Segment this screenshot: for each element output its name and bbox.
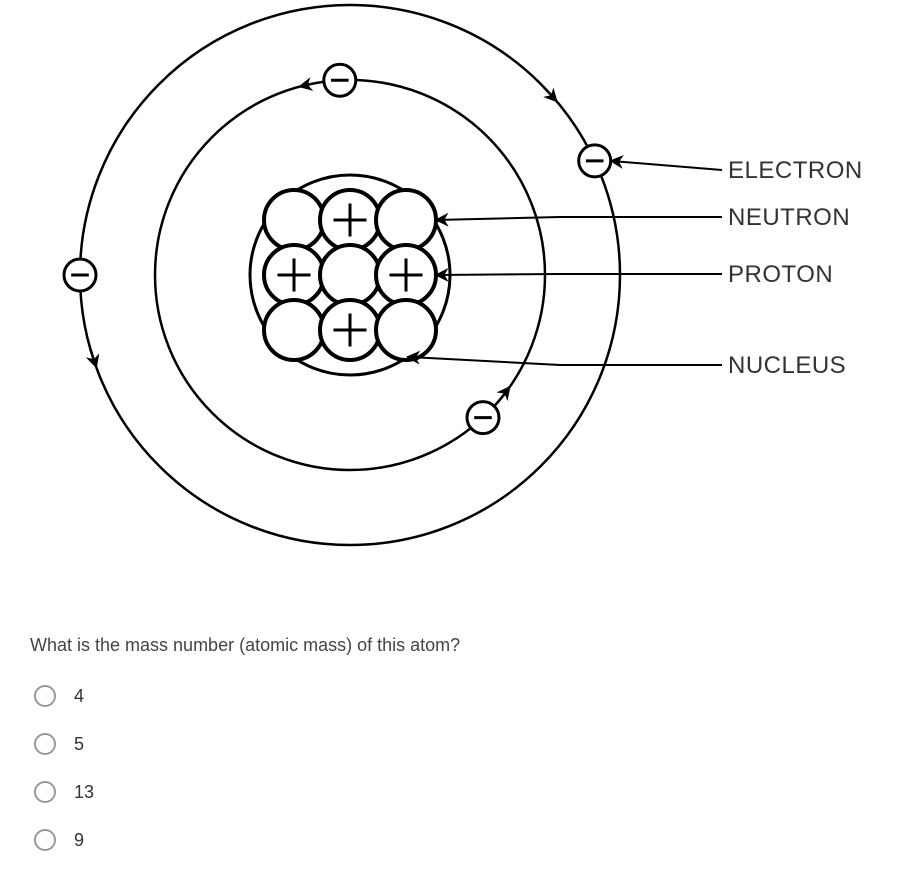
orbit-arrow-icon xyxy=(88,340,96,367)
option-label: 9 xyxy=(74,830,84,851)
options-group: 4 5 13 9 xyxy=(34,685,94,877)
option-9[interactable]: 9 xyxy=(34,829,94,851)
radio-icon xyxy=(34,781,56,803)
nucleus-label: NUCLEUS xyxy=(728,352,846,379)
neutron-particle xyxy=(320,245,380,305)
label-leader xyxy=(611,161,722,170)
proton-label: PROTON xyxy=(728,261,833,288)
electron-label: ELECTRON xyxy=(728,157,863,184)
option-5[interactable]: 5 xyxy=(34,733,94,755)
question-text: What is the mass number (atomic mass) of… xyxy=(30,635,460,656)
radio-icon xyxy=(34,829,56,851)
neutron-particle xyxy=(264,300,324,360)
label-leader xyxy=(407,357,722,365)
orbit-arrow-icon xyxy=(497,387,510,403)
label-leader xyxy=(436,217,722,220)
neutron-label: NEUTRON xyxy=(728,204,850,231)
option-label: 13 xyxy=(74,782,94,803)
radio-icon xyxy=(34,685,56,707)
label-leader xyxy=(436,274,722,275)
neutron-particle xyxy=(376,300,436,360)
atom-diagram: ELECTRON NEUTRON PROTON NUCLEUS xyxy=(0,0,898,600)
neutron-particle xyxy=(376,190,436,250)
option-label: 4 xyxy=(74,686,84,707)
page: ELECTRON NEUTRON PROTON NUCLEUS What is the… xyxy=(0,0,898,865)
option-4[interactable]: 4 xyxy=(34,685,94,707)
orbit-arrow-icon xyxy=(538,81,557,102)
option-13[interactable]: 13 xyxy=(34,781,94,803)
radio-icon xyxy=(34,733,56,755)
option-label: 5 xyxy=(74,734,84,755)
neutron-particle xyxy=(264,190,324,250)
